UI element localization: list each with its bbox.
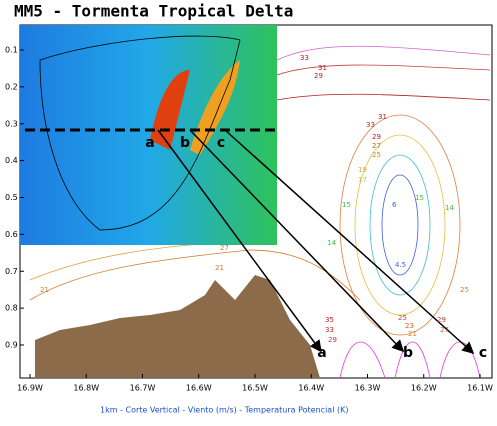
contour-label: 27 — [372, 142, 381, 150]
map-marker: b — [180, 135, 190, 151]
caption: 1km - Corte Vertical - Viento (m/s) - Te… — [100, 406, 348, 415]
y-tick-label: 0.4 — [5, 156, 18, 165]
title: MM5 - Tormenta Tropical Delta — [14, 2, 293, 21]
section-marker: a — [317, 345, 326, 361]
contour-label: 33 — [366, 121, 375, 129]
contour-label: 33 — [325, 326, 334, 334]
section-marker: b — [403, 345, 413, 361]
map-marker: c — [217, 135, 225, 151]
x-tick-label: 16.4W — [298, 384, 324, 393]
map-feature — [190, 60, 240, 155]
x-tick-label: 16.9W — [17, 384, 43, 393]
x-tick-label: 16.5W — [242, 384, 268, 393]
contour-label: 15 — [342, 201, 351, 209]
terrain — [35, 275, 320, 378]
x-tick-label: 16.3W — [355, 384, 381, 393]
x-tick-label: 16.8W — [73, 384, 99, 393]
y-tick-label: 0.6 — [5, 230, 18, 239]
contour-label: 4.5 — [395, 261, 406, 269]
y-tick-label: 0.2 — [5, 82, 18, 91]
contour-label: 29 — [372, 133, 381, 141]
contour-label: 25 — [398, 314, 407, 322]
contour-label: 25 — [372, 151, 381, 159]
contour-label: 27 — [220, 244, 229, 252]
contour-label: 14 — [445, 204, 454, 212]
map-marker: a — [145, 135, 154, 151]
y-tick-label: 0.3 — [5, 119, 18, 128]
contour-label: 17 — [358, 176, 367, 184]
contour-label: 31 — [378, 113, 387, 121]
y-tick-label: 0.9 — [5, 341, 18, 350]
arrows — [157, 129, 475, 355]
contour-label: 19 — [358, 166, 367, 174]
contour-label: 23 — [405, 322, 414, 330]
contours — [29, 45, 491, 379]
contour-label: 6 — [392, 201, 397, 209]
y-tick-label: 0.8 — [5, 304, 18, 313]
contour-label: 33 — [300, 54, 309, 62]
x-tick-label: 16.2W — [411, 384, 437, 393]
coastline — [39, 35, 241, 231]
y-tick-label: 0.5 — [5, 193, 18, 202]
map-inset — [20, 25, 277, 245]
y-tick-label: 0.1 — [5, 46, 18, 55]
contour-label: 27 — [440, 326, 449, 334]
x-tick-label: 16.6W — [186, 384, 212, 393]
x-tick-label: 16.1W — [467, 384, 493, 393]
contour-label: 21 — [408, 330, 417, 338]
x-tick-label: 16.7W — [130, 384, 156, 393]
contour-label: 31 — [318, 64, 327, 72]
contour-label: 15 — [415, 194, 424, 202]
contour-label: 21 — [40, 286, 49, 294]
contour-label: 21 — [215, 264, 224, 272]
contour-label: 29 — [437, 316, 446, 324]
contour-label: 35 — [325, 316, 334, 324]
y-tick-label: 0.7 — [5, 267, 18, 276]
contour-label: 14 — [327, 239, 336, 247]
contour-label: 25 — [460, 286, 469, 294]
contour-label: 29 — [328, 336, 337, 344]
section-marker: c — [479, 345, 487, 361]
contour-label: 29 — [314, 72, 323, 80]
